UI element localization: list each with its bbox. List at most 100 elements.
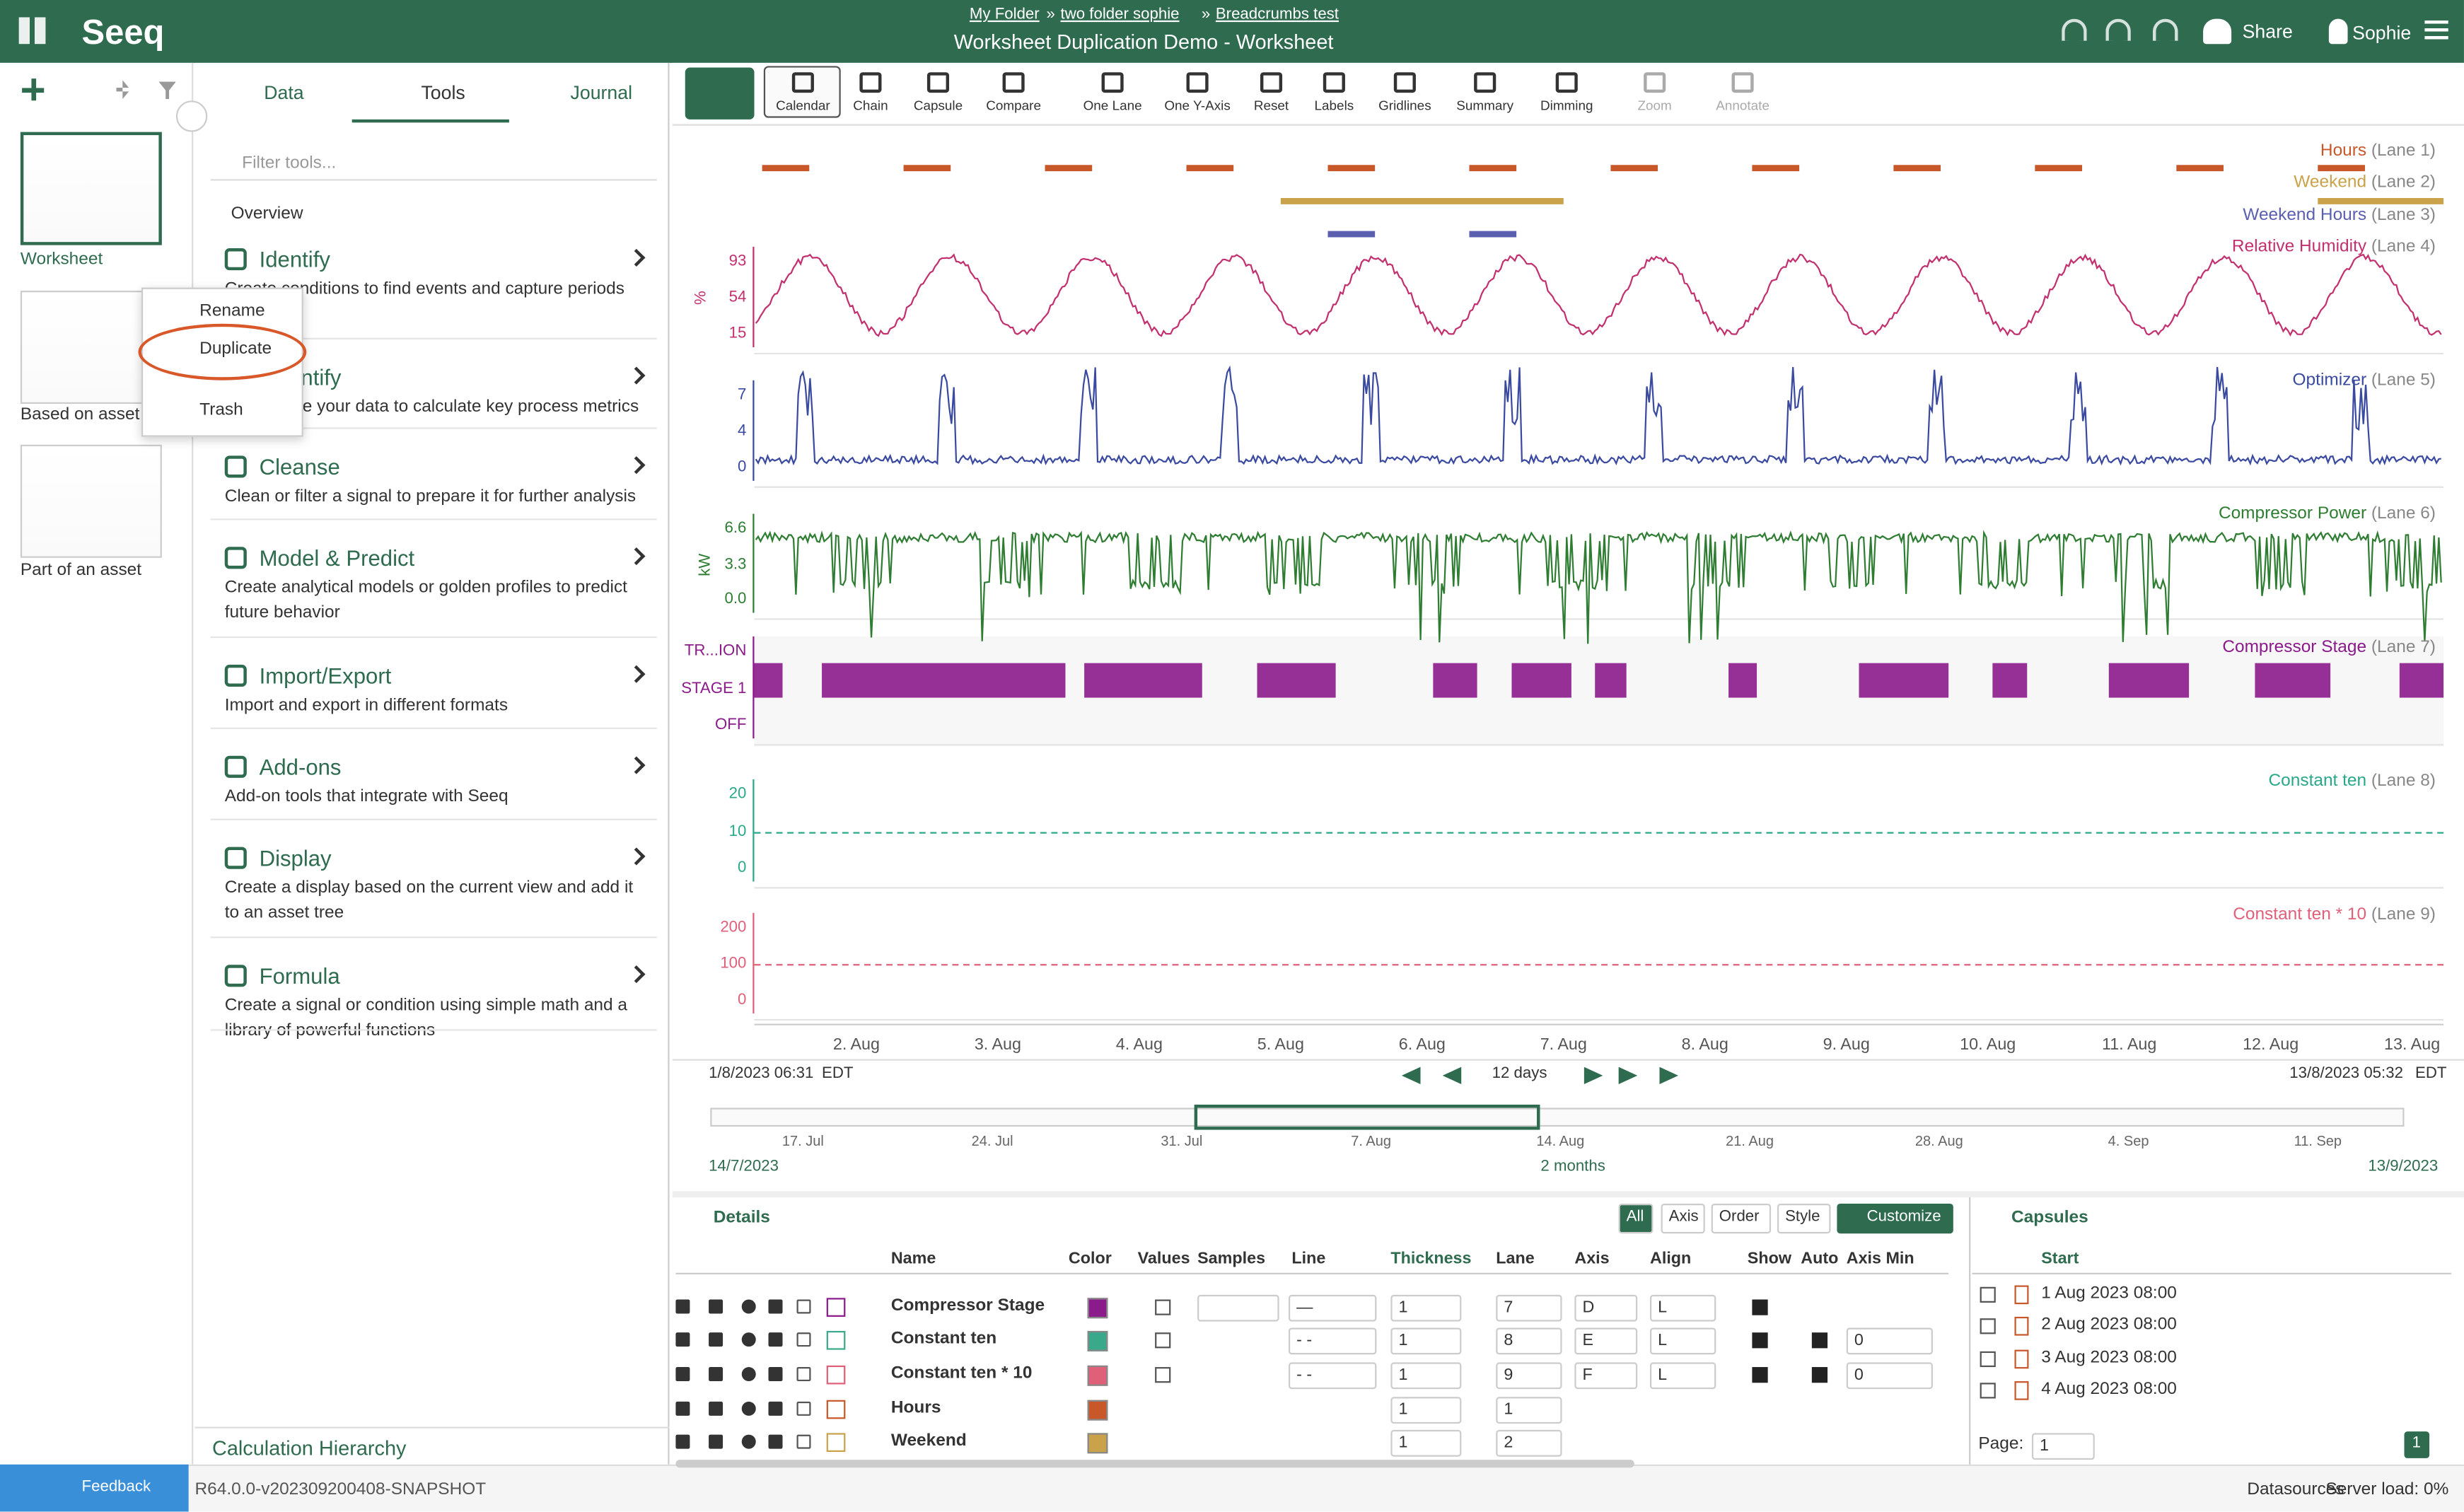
toolbar-icon[interactable] <box>1644 72 1666 93</box>
toolbar-icon[interactable] <box>1394 72 1416 93</box>
toolbar-label[interactable]: Zoom <box>1638 98 1672 113</box>
row-action-icon[interactable] <box>709 1435 723 1449</box>
toolbar-label[interactable]: One Y-Axis <box>1164 98 1230 113</box>
worksheet-name[interactable]: Worksheet <box>21 250 103 269</box>
row-action-icon[interactable] <box>675 1300 690 1314</box>
show-checkbox[interactable] <box>1752 1367 1767 1383</box>
row-action-icon[interactable] <box>797 1332 811 1347</box>
row-action-icon[interactable] <box>675 1435 690 1449</box>
capsule-checkbox[interactable] <box>1980 1287 1996 1303</box>
row-action-icon[interactable] <box>742 1367 756 1381</box>
overview-link[interactable]: Overview <box>231 204 303 223</box>
breadcrumb[interactable]: two folder sophie <box>1061 6 1180 23</box>
values-checkbox[interactable] <box>1155 1300 1170 1315</box>
row-action-icon[interactable] <box>675 1332 690 1347</box>
toolbar-icon[interactable] <box>859 72 881 93</box>
column-header[interactable]: Name <box>891 1249 936 1268</box>
tool-name[interactable]: Add-ons <box>260 755 342 780</box>
column-header[interactable]: Axis Min <box>1847 1249 1914 1268</box>
toolbar-icon[interactable] <box>1260 72 1282 93</box>
toolbar-label[interactable]: Reset <box>1254 98 1289 113</box>
row-action-icon[interactable] <box>769 1367 783 1381</box>
show-checkbox[interactable] <box>1752 1300 1767 1315</box>
apps-icon[interactable] <box>19 17 46 44</box>
column-header[interactable]: Auto <box>1801 1249 1838 1268</box>
panel-tab[interactable]: Journal <box>571 82 632 104</box>
capsule-checkbox[interactable] <box>1980 1351 1996 1366</box>
worksheet-name[interactable]: Part of an asset <box>21 561 141 580</box>
toolbar-icon[interactable] <box>1474 72 1496 93</box>
column-header[interactable]: Thickness <box>1390 1249 1471 1268</box>
values-checkbox[interactable] <box>1155 1332 1170 1348</box>
toolbar-icon[interactable] <box>1003 72 1025 93</box>
color-swatch[interactable] <box>1088 1298 1108 1318</box>
row-action-icon[interactable] <box>742 1300 756 1314</box>
panel-tab[interactable]: Data <box>264 82 303 104</box>
overview-selection[interactable] <box>1195 1105 1540 1130</box>
toolbar-icon[interactable] <box>1556 72 1578 93</box>
tool-name[interactable]: Identify <box>260 247 330 272</box>
column-header[interactable]: Color <box>1069 1249 1112 1268</box>
column-header[interactable]: Lane <box>1496 1249 1534 1268</box>
row-action-icon[interactable] <box>742 1332 756 1347</box>
history-arrow[interactable] <box>2105 19 2131 41</box>
row-action-icon[interactable] <box>797 1300 811 1314</box>
history-arrow[interactable] <box>2153 19 2178 41</box>
capsule-checkbox[interactable] <box>1980 1383 1996 1398</box>
worksheet-name[interactable]: Based on asset <box>21 405 140 424</box>
toolbar-label[interactable]: Summary <box>1456 98 1513 113</box>
column-header[interactable]: Show <box>1748 1249 1791 1268</box>
row-action-icon[interactable] <box>797 1435 811 1449</box>
overview-duration[interactable]: 2 months <box>1540 1158 1605 1175</box>
capsule-checkbox[interactable] <box>1980 1319 1996 1334</box>
column-header[interactable]: Align <box>1650 1249 1691 1268</box>
calc-hierarchy[interactable]: Calculation Hierarchy <box>212 1436 407 1460</box>
row-action-icon[interactable] <box>797 1367 811 1381</box>
context-menu-item[interactable]: Rename <box>199 302 265 321</box>
panel-tab[interactable]: Tools <box>421 82 465 104</box>
history-arrow[interactable] <box>2062 19 2087 41</box>
feedback-label[interactable]: Feedback <box>82 1479 151 1496</box>
row-action-icon[interactable] <box>769 1435 783 1449</box>
toolbar-icon[interactable] <box>1102 72 1124 93</box>
row-action-icon[interactable] <box>675 1367 690 1381</box>
details-tab-label[interactable]: Order <box>1719 1209 1760 1226</box>
show-checkbox[interactable] <box>1752 1332 1767 1348</box>
tool-name[interactable]: Cleanse <box>260 454 340 479</box>
color-swatch[interactable] <box>1088 1400 1108 1421</box>
toolbar-icon[interactable] <box>927 72 949 93</box>
row-action-icon[interactable] <box>709 1332 723 1347</box>
toolbar-icon[interactable] <box>1187 72 1209 93</box>
tool-name[interactable]: Formula <box>260 963 340 989</box>
row-action-icon[interactable] <box>769 1332 783 1347</box>
worksheet-thumbnail[interactable] <box>21 445 162 558</box>
toolbar-label[interactable]: Chain <box>853 98 888 113</box>
row-action-icon[interactable] <box>769 1300 783 1314</box>
customize-label[interactable]: Customize <box>1867 1209 1941 1226</box>
toolbar-icon[interactable] <box>792 72 814 93</box>
search-placeholder[interactable]: Filter tools... <box>242 154 336 173</box>
column-header[interactable]: Values <box>1138 1249 1190 1268</box>
view-selector[interactable] <box>685 68 755 120</box>
row-action-icon[interactable] <box>709 1300 723 1314</box>
row-action-icon[interactable] <box>742 1435 756 1449</box>
add-worksheet[interactable] <box>22 78 44 100</box>
auto-checkbox[interactable] <box>1812 1332 1827 1348</box>
color-swatch[interactable] <box>1088 1433 1108 1453</box>
row-action-icon[interactable] <box>769 1402 783 1416</box>
toolbar-label[interactable]: Compare <box>986 98 1041 113</box>
toolbar-icon[interactable] <box>1732 72 1754 93</box>
toolbar-label[interactable]: Annotate <box>1716 98 1769 113</box>
row-action-icon[interactable] <box>709 1402 723 1416</box>
toolbar-label[interactable]: Gridlines <box>1378 98 1431 113</box>
color-swatch[interactable] <box>1088 1331 1108 1351</box>
worksheet-thumbnail[interactable] <box>21 132 162 245</box>
page-current-label[interactable]: 1 <box>2412 1435 2421 1452</box>
context-menu-item[interactable]: Trash <box>199 401 243 420</box>
breadcrumb[interactable]: My Folder <box>970 6 1040 23</box>
details-tab-label[interactable]: All <box>1627 1209 1644 1226</box>
auto-checkbox[interactable] <box>1812 1367 1827 1383</box>
menu-icon[interactable] <box>2424 21 2448 41</box>
share-button[interactable]: Share <box>2243 21 2293 42</box>
toolbar-label[interactable]: One Lane <box>1083 98 1142 113</box>
